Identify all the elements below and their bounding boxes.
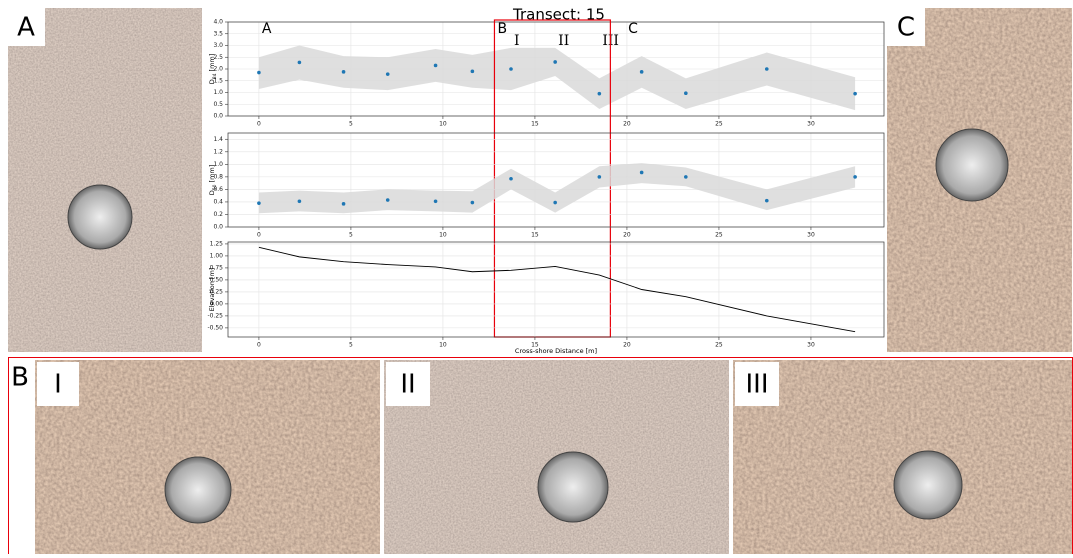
y-tick-label: -0.50	[207, 324, 223, 331]
y-tick-label: 1.2	[213, 148, 223, 155]
x-tick-label: 5	[349, 342, 353, 349]
y-tick-label: 0.0	[213, 224, 223, 231]
y-axis-label: Elevation [m]	[208, 268, 216, 312]
data-point	[684, 91, 688, 95]
data-point	[684, 175, 688, 179]
y-tick-label: 3.5	[213, 30, 223, 37]
data-point	[553, 201, 557, 205]
data-point	[257, 71, 261, 75]
y-label-unit: [mm]	[208, 54, 216, 74]
coin	[165, 457, 231, 523]
x-tick-label: 0	[257, 121, 261, 128]
y-tick-label: 0.5	[213, 101, 223, 108]
x-tick-label: 5	[349, 232, 353, 239]
data-point	[386, 72, 390, 76]
panel-label: II	[400, 370, 415, 400]
data-point	[640, 70, 644, 74]
photo-a	[8, 8, 202, 352]
x-tick-label: 5	[349, 121, 353, 128]
data-point	[298, 200, 302, 204]
photo-iii	[733, 360, 1072, 554]
x-tick-label: 15	[531, 232, 539, 239]
annotation: II	[558, 33, 569, 49]
data-point	[509, 67, 513, 71]
y-tick-label: -0.25	[207, 312, 223, 319]
data-point	[298, 61, 302, 65]
data-point	[765, 199, 769, 203]
page: A C B I II III Transect: 15 0.00.51.01.5…	[0, 0, 1073, 558]
data-point	[853, 92, 857, 96]
x-tick-label: 25	[715, 121, 723, 128]
y-tick-label: 1.25	[210, 240, 224, 247]
y-tick-label: 1.00	[210, 252, 224, 259]
x-tick-label: 15	[531, 121, 539, 128]
data-point	[765, 67, 769, 71]
x-tick-label: 30	[807, 121, 815, 128]
annotation: A	[262, 21, 272, 37]
plot-frame	[228, 133, 884, 227]
figure: A C B I II III Transect: 15 0.00.51.01.5…	[0, 0, 1073, 554]
x-tick-label: 0	[257, 232, 261, 239]
y-tick-label: 0.4	[213, 198, 223, 205]
data-point	[509, 177, 513, 181]
error-band	[259, 46, 855, 111]
panel-label: III	[745, 370, 768, 400]
x-tick-label: 25	[715, 342, 723, 349]
line	[259, 247, 855, 331]
data-point	[853, 175, 857, 179]
y-tick-label: 0.0	[213, 113, 223, 120]
y-label-text: Elevation [m]	[208, 268, 216, 312]
y-tick-label: 0.2	[213, 211, 223, 218]
coin	[538, 452, 608, 522]
y-tick-label: 1.4	[213, 136, 223, 143]
x-tick-label: 30	[807, 342, 815, 349]
error-band	[259, 163, 855, 213]
y-tick-label: 3.0	[213, 42, 223, 49]
x-tick-label: 0	[257, 342, 261, 349]
x-tick-label: 10	[439, 121, 447, 128]
x-tick-label: 20	[623, 342, 631, 349]
panel-label: A	[17, 13, 35, 43]
coin	[936, 129, 1008, 201]
plot-frame	[228, 242, 884, 337]
data-point	[471, 201, 475, 205]
x-tick-label: 10	[439, 342, 447, 349]
x-tick-label: 10	[439, 232, 447, 239]
data-point	[434, 64, 438, 68]
x-tick-label: 25	[715, 232, 723, 239]
coin	[68, 185, 132, 249]
x-tick-label: 20	[623, 121, 631, 128]
data-point	[640, 171, 644, 175]
data-point	[434, 200, 438, 204]
y-label-unit: [mm]	[208, 165, 216, 185]
data-point	[386, 198, 390, 202]
data-point	[471, 70, 475, 74]
photo-i	[35, 360, 380, 554]
data-point	[553, 60, 557, 64]
data-point	[598, 92, 602, 96]
annotation: B	[497, 21, 507, 37]
y-tick-label: 1.0	[213, 89, 223, 96]
panel-label: I	[54, 370, 62, 400]
x-tick-label: 20	[623, 232, 631, 239]
annotation: C	[628, 21, 638, 37]
coin	[894, 451, 962, 519]
x-axis-label: Cross-shore Distance [m]	[515, 347, 597, 355]
chart-title: Transect: 15	[512, 6, 605, 24]
annotation: I	[514, 33, 520, 49]
data-point	[342, 202, 346, 206]
x-tick-label: 30	[807, 232, 815, 239]
data-point	[257, 201, 261, 205]
data-point	[598, 175, 602, 179]
y-tick-label: 4.0	[213, 19, 223, 26]
data-point	[342, 70, 346, 74]
panel-label: B	[11, 363, 29, 393]
panel-label: C	[897, 13, 915, 43]
